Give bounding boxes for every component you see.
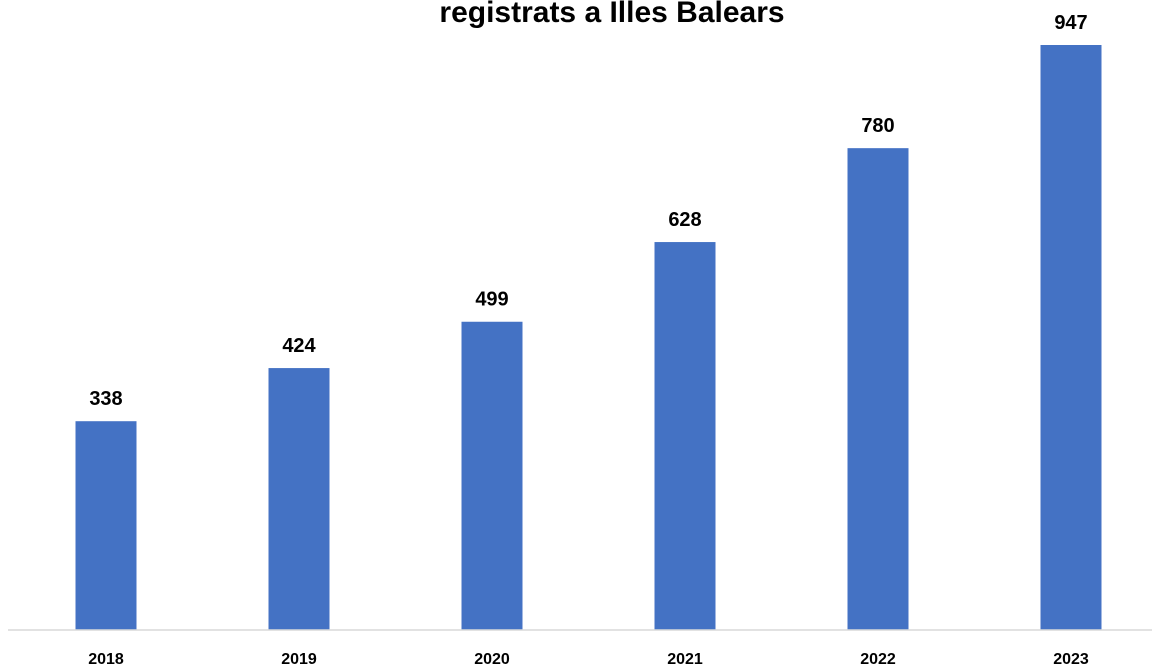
x-tick-label-2020: 2020 <box>474 651 510 668</box>
bar-2019 <box>268 368 330 630</box>
value-label-2023: 947 <box>1054 12 1087 34</box>
bars-group <box>75 45 1102 631</box>
value-label-2018: 338 <box>89 388 122 410</box>
value-label-2020: 499 <box>475 289 508 311</box>
x-tick-label-2018: 2018 <box>88 651 124 668</box>
bar-2020 <box>461 321 523 630</box>
chart-title: registrats a Illes Balears <box>439 0 784 29</box>
x-tick-label-2019: 2019 <box>281 651 317 668</box>
value-label-2022: 780 <box>861 115 894 137</box>
bar-2023 <box>1040 45 1102 630</box>
x-tick-label-2021: 2021 <box>667 651 703 668</box>
x-tick-labels-group: 2018 2019 2020 2021 2022 2023 <box>88 651 1089 668</box>
bar-2021 <box>654 242 716 630</box>
x-tick-label-2022: 2022 <box>860 651 896 668</box>
x-tick-label-2023: 2023 <box>1053 651 1089 668</box>
value-label-2019: 424 <box>282 335 316 357</box>
bar-2018 <box>75 421 137 630</box>
bar-2022 <box>847 148 909 631</box>
value-labels-group: 338 424 499 628 780 947 <box>89 12 1087 410</box>
value-label-2021: 628 <box>668 209 701 231</box>
